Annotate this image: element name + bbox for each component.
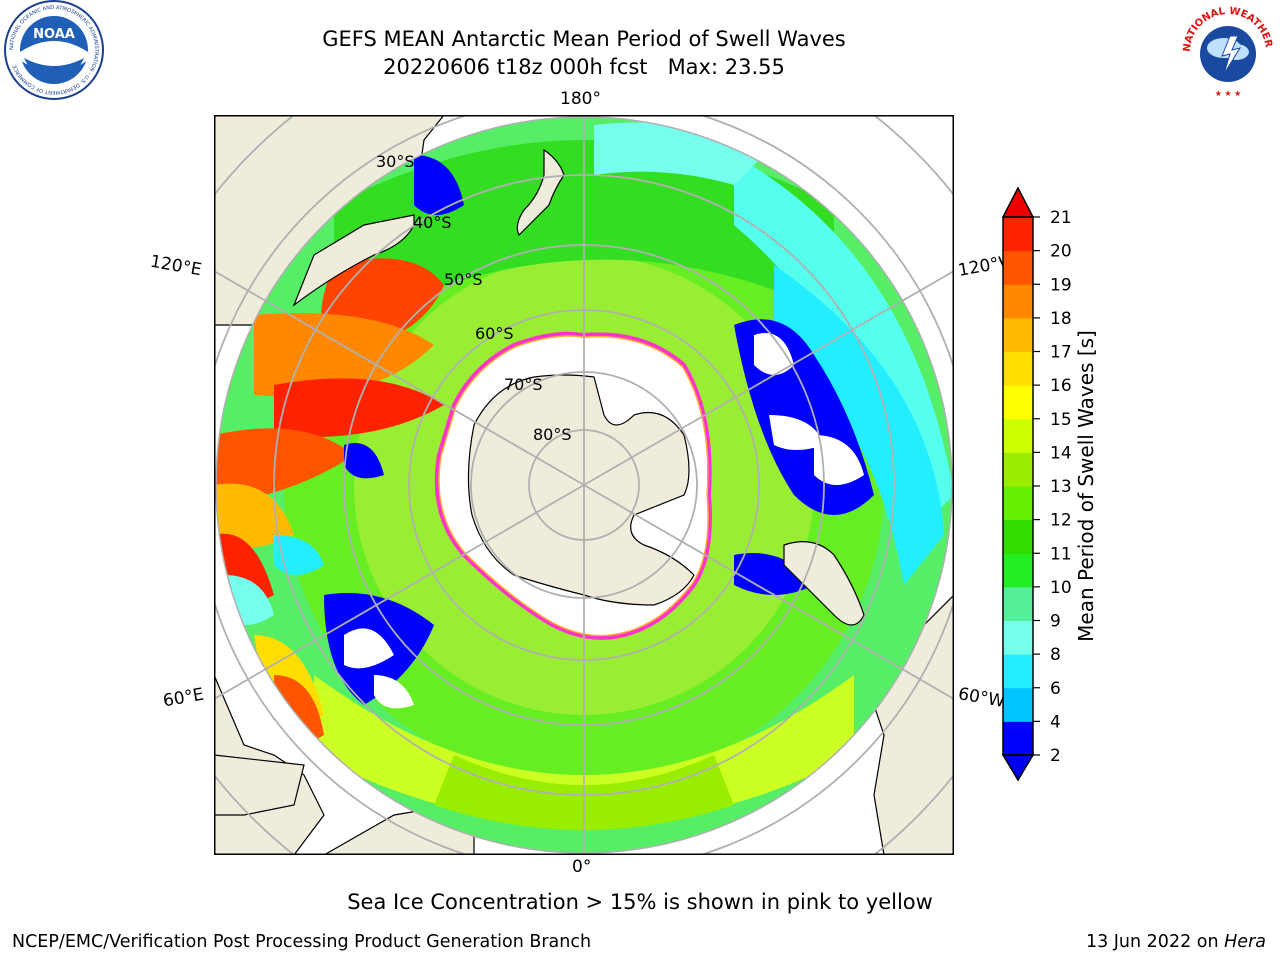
host-name: Hera: [1224, 932, 1266, 952]
map-title: GEFS MEAN Antarctic Mean Period of Swell…: [322, 27, 846, 51]
colorbar-bin: [1003, 284, 1033, 319]
colorbar-over-arrow: [1001, 186, 1035, 218]
colorbar-tick-label: 11: [1050, 544, 1072, 564]
lat-label-30s: 30°S: [376, 152, 415, 171]
date-line: 13 Jun 2022 on Hera: [1086, 932, 1266, 952]
land-interior: [292, 148, 865, 626]
lat-label-50s: 50°S: [444, 270, 483, 289]
lat-label-70s: 70°S: [504, 375, 543, 394]
colorbar-bin: [1003, 654, 1033, 689]
colorbar-bin: [1003, 317, 1033, 352]
colorbar-bin: [1003, 553, 1033, 588]
lon-label-60e: 60°E: [161, 684, 206, 712]
colorbar-bin: [1003, 351, 1033, 386]
credit-line: NCEP/EMC/Verification Post Processing Pr…: [12, 932, 592, 952]
lat-label-40s: 40°S: [413, 213, 452, 232]
colorbar-bin: [1003, 586, 1033, 621]
colorbar-tick-label: 13: [1050, 477, 1072, 497]
map-frame: [214, 115, 954, 855]
lon-label-120e: 120°E: [148, 251, 204, 281]
colorbar-label: Mean Period of Swell Waves [s]: [1074, 330, 1098, 642]
lat-label-60s: 60°S: [475, 324, 514, 343]
colorbar-tick-label: 14: [1050, 443, 1072, 463]
colorbar-tick-label: 17: [1050, 343, 1072, 363]
antarctica: [467, 374, 695, 606]
colorbar-bin: [1003, 250, 1033, 285]
colorbar-tick-label: 2: [1050, 746, 1061, 766]
colorbar-bin: [1003, 620, 1033, 655]
ice-caption: Sea Ice Concentration > 15% is shown in …: [347, 890, 933, 914]
colorbar-bin: [1003, 385, 1033, 420]
colorbar-tick-label: 16: [1050, 376, 1072, 396]
colorbar-tick-label: 6: [1050, 679, 1061, 699]
lat-label-80s: 80°S: [533, 425, 572, 444]
noaa-logo: NATIONAL OCEANIC AND ATMOSPHERIC ADMINIS…: [4, 0, 104, 100]
graticule: [214, 115, 954, 855]
polar-map: [214, 115, 954, 855]
colorbar-bin: [1003, 452, 1033, 487]
colorbar-tick-label: 12: [1050, 511, 1072, 531]
colorbar-tick-label: 8: [1050, 645, 1061, 665]
nws-logo: NATIONAL WEATHER SERVICE ★ ★ ★: [1178, 2, 1275, 99]
colorbar-bin: [1003, 519, 1033, 554]
map-subtitle: 20220606 t18z 000h fcst Max: 23.55: [383, 55, 785, 79]
colorbar-tick-label: 19: [1050, 275, 1072, 295]
date-text: 13 Jun 2022 on: [1085, 932, 1225, 952]
colorbar-tick-label: 20: [1050, 242, 1072, 262]
colorbar-bin: [1003, 721, 1033, 756]
lon-label-0: 0°: [572, 857, 592, 877]
colorbar-tick-label: 18: [1050, 309, 1072, 329]
colorbar-tick-label: 4: [1050, 712, 1061, 732]
lon-label-180: 180°: [560, 89, 601, 109]
colorbar-bin: [1003, 486, 1033, 521]
colorbar-tick-label: 15: [1050, 410, 1072, 430]
colorbar-under-arrow: [1001, 754, 1035, 782]
colorbar-bin: [1003, 217, 1033, 252]
colorbar-tick-label: 21: [1050, 208, 1072, 228]
svg-text:★ ★ ★: ★ ★ ★: [1215, 89, 1242, 98]
colorbar: 2 4 6 8 9 10 11 12 13 14 15 16 17 18 19 20 21: [1001, 186, 1072, 782]
noaa-logo-text: NOAA: [33, 27, 75, 42]
colorbar-bin: [1003, 687, 1033, 722]
lon-label-60w: 60°W: [956, 684, 1007, 712]
colorbar-bin: [1003, 418, 1033, 453]
colorbar-tick-label: 9: [1050, 612, 1061, 632]
colorbar-tick-label: 10: [1050, 578, 1072, 598]
